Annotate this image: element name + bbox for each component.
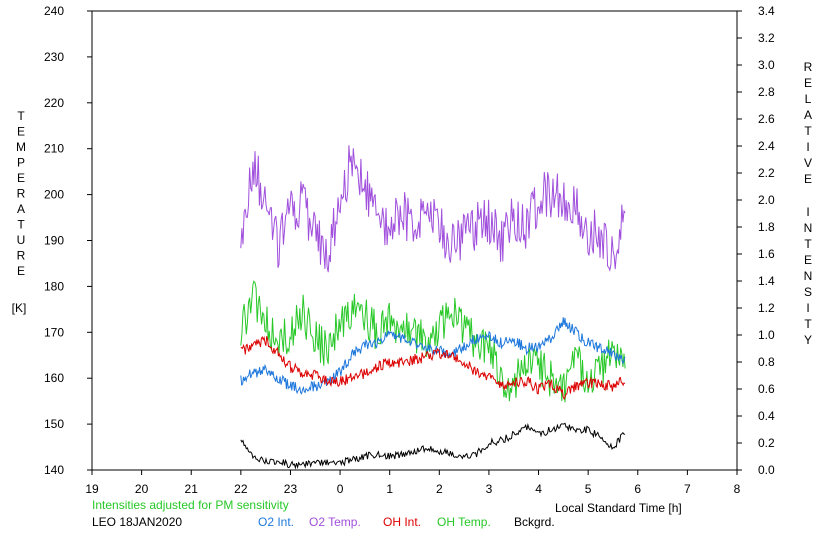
series-line-bckgrd [240,422,626,470]
right-tick-label: 3.2 [758,31,775,45]
plot-frame [87,10,742,475]
right-axis-label-letter: T [804,124,812,138]
legend-entry: OH Int. [383,515,421,529]
left-axis-label-letter: R [17,249,26,263]
left-axis-label-letter: T [17,218,25,232]
series-line-oh-temp [240,280,626,403]
left-axis-label-letter: E [17,125,25,139]
left-axis-label-letter: E [17,264,25,278]
left-axis-unit: [K] [12,301,27,315]
right-tick-label: 2.2 [758,166,775,180]
x-tick-label: 5 [585,482,592,496]
x-tick-label: 19 [85,482,99,496]
left-tick-label: 230 [44,50,64,64]
legend-entry: Bckgrd. [514,515,555,529]
x-tick-label: 3 [486,482,493,496]
right-axis-label-letter: N [804,221,813,235]
right-tick-label: 1.2 [758,301,775,315]
right-tick-label: 3.4 [758,4,775,18]
right-tick-label: 0.8 [758,355,775,369]
x-tick-label: 2 [436,482,443,496]
right-axis-label-letter: E [804,253,812,267]
right-axis-label-letter: E [804,76,812,90]
left-axis-label-letter: E [17,171,25,185]
left-tick-label: 170 [44,325,64,339]
left-tick-label: 240 [44,4,64,18]
right-axis-label-letter: N [804,269,813,283]
right-tick-label: 3.0 [758,58,775,72]
right-tick-label: 2.8 [758,85,775,99]
right-tick-label: 0.6 [758,382,775,396]
right-tick-label: 1.4 [758,274,775,288]
left-axis-label-letter: U [17,233,26,247]
x-tick-label: 20 [135,482,149,496]
right-axis-label-letter: T [804,237,812,251]
right-tick-label: 1.6 [758,247,775,261]
left-axis-label-letter: A [17,202,25,216]
x-tick-label: 22 [234,482,248,496]
right-tick-label: 0.4 [758,409,775,423]
x-axis-title: Local Standard Time [h] [555,501,682,515]
right-tick-label: 1.8 [758,220,775,234]
right-axis-label-letter: V [804,156,812,170]
left-tick-label: 210 [44,142,64,156]
left-tick-label: 190 [44,234,64,248]
right-axis-label-letter: E [804,172,812,186]
right-tick-label: 0.0 [758,463,775,477]
series-line-o2-temp [240,145,626,273]
right-axis-label-letter: R [804,60,813,74]
right-tick-label: 1.0 [758,328,775,342]
right-axis-label-letter: I [806,301,809,315]
right-tick-label: 0.2 [758,436,775,450]
left-tick-label: 180 [44,279,64,293]
legend-entry: O2 Int. [258,515,294,529]
left-tick-label: 200 [44,188,64,202]
series-layer [240,145,626,470]
text-layer: 1401501601701801902002102202302400.00.20… [12,4,813,529]
x-tick-label: 8 [734,482,741,496]
right-tick-label: 2.0 [758,193,775,207]
x-tick-label: 23 [284,482,298,496]
x-tick-label: 21 [185,482,199,496]
left-tick-label: 140 [44,463,64,477]
series-line-oh-int [240,335,626,401]
left-axis-label-letter: R [17,187,26,201]
left-tick-label: 220 [44,96,64,110]
right-axis-label-letter: T [804,317,812,331]
plot-border [91,10,738,471]
left-axis-label-letter: M [16,140,26,154]
right-tick-label: 2.4 [758,139,775,153]
x-tick-label: 1 [386,482,393,496]
right-tick-label: 2.6 [758,112,775,126]
left-tick-label: 160 [44,371,64,385]
x-tick-label: 6 [634,482,641,496]
legend-entry: OH Temp. [437,515,491,529]
right-axis-label-letter: I [806,205,809,219]
x-tick-label: 4 [535,482,542,496]
legend-entry: O2 Temp. [309,515,361,529]
sensitivity-note: Intensities adjusted for PM sensitivity [92,498,289,512]
right-axis-label-letter: A [804,108,812,122]
left-tick-label: 150 [44,417,64,431]
right-axis-label-letter: Y [804,333,812,347]
right-axis-label-letter: L [805,92,812,106]
left-axis-label-letter: T [17,109,25,123]
station-date: LEO 18JAN2020 [92,515,182,529]
right-axis-label-letter: S [804,285,812,299]
x-tick-label: 0 [337,482,344,496]
x-tick-label: 7 [684,482,691,496]
left-axis-label-letter: P [17,156,25,170]
right-axis-label-letter: I [806,140,809,154]
